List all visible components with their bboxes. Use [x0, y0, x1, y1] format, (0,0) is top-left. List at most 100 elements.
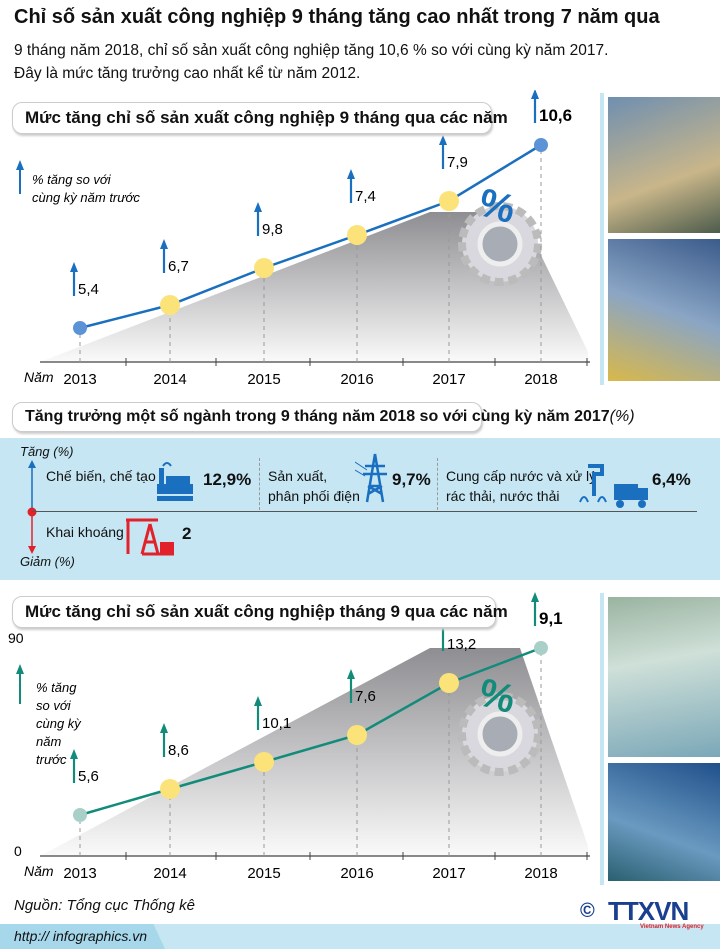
sector-mining-name: Khai khoáng	[46, 524, 124, 540]
subtitle-line-2: Đây là mức tăng trưởng cao nhất kể từ nă…	[14, 65, 361, 82]
data-label: 13,2	[447, 636, 476, 653]
divider	[259, 458, 260, 510]
sectors-title-unit: (%)	[609, 408, 635, 425]
x-tick-label: 2015	[247, 865, 280, 882]
y-axis-label-line: cùng kỳ	[36, 716, 82, 731]
x-tick-label: 2016	[340, 371, 373, 388]
up-arrow-head	[439, 135, 447, 145]
y-axis-label-line: cùng kỳ năm trước	[32, 190, 140, 205]
data-label: 9,8	[262, 221, 283, 238]
sector-electricity-name-2: phân phối điện	[268, 488, 360, 504]
data-label: 6,7	[168, 258, 189, 275]
y-axis-label-line: % tăng	[36, 680, 77, 695]
sectors-panel: Tăng (%) Giảm (%) Chế biến, chế tạo 12,9…	[0, 438, 720, 580]
sector-water-value: 6,4%	[652, 470, 691, 489]
power-tower-icon	[355, 453, 387, 503]
x-axis-label: Năm	[24, 863, 54, 879]
data-point	[254, 752, 274, 772]
sector-electricity-name-1: Sản xuất,	[268, 468, 328, 484]
x-tick-label: 2013	[63, 865, 96, 882]
copyright-icon: ©	[580, 900, 595, 922]
sector-manufacturing-value: 12,9%	[203, 470, 252, 489]
gear-hole	[477, 221, 523, 267]
chart-9-months: %Năm 20135,420146,720159,820167,420177,92…	[16, 90, 590, 388]
page-title: Chỉ số sản xuất công nghiệp 9 tháng tăng…	[14, 6, 660, 28]
photo-panel-top	[600, 93, 720, 385]
y-axis-label-line: so với	[36, 698, 72, 713]
data-point	[347, 725, 367, 745]
sector-electricity-value: 9,7%	[392, 470, 431, 489]
sector-mining-value: 2	[182, 524, 192, 543]
up-arrow-head	[531, 592, 539, 602]
chart-september-title: Mức tăng chỉ số sản xuất công nghiệp thá…	[12, 596, 508, 628]
data-point	[439, 673, 459, 693]
chart-9-months-title: Mức tăng chỉ số sản xuất công nghiệp 9 t…	[12, 102, 508, 134]
down-label: Giảm (%)	[20, 554, 75, 569]
data-point	[347, 225, 367, 245]
up-arrow-head	[347, 669, 355, 679]
up-label: Tăng (%)	[20, 444, 74, 459]
data-point	[534, 138, 548, 152]
sector-manufacturing-name: Chế biến, chế tạo	[46, 468, 156, 484]
photo-panel-bottom	[600, 593, 720, 885]
up-arrow-head	[254, 696, 262, 706]
data-point	[160, 295, 180, 315]
data-point	[254, 258, 274, 278]
chart-september: %Năm 20135,620148,6201510,120167,6201713,…	[8, 592, 590, 882]
ttxvn-logo: TTXVN	[608, 896, 689, 926]
mountain-shape	[40, 648, 588, 856]
up-arrow-head	[254, 202, 262, 212]
gear-hole	[477, 711, 523, 757]
x-tick-label: 2017	[432, 865, 465, 882]
up-arrow-head	[531, 90, 539, 99]
data-label: 7,9	[447, 154, 468, 171]
source-text: Nguồn: Tổng cục Thống kê	[14, 897, 195, 914]
x-tick-label: 2018	[524, 371, 557, 388]
y-tick-label: 0	[14, 843, 22, 859]
up-arrow-head	[70, 749, 78, 759]
data-point	[160, 779, 180, 799]
oil-pump-icon	[126, 518, 174, 556]
data-point	[534, 641, 548, 655]
data-label: 5,6	[78, 768, 99, 785]
factory-workers-photo	[608, 239, 720, 381]
factory-icon	[157, 462, 193, 501]
x-tick-label: 2016	[340, 865, 373, 882]
divider-line	[32, 511, 697, 512]
power-station-photo	[608, 97, 720, 233]
url-tab	[0, 924, 165, 949]
y-axis-label-line: trước	[36, 752, 67, 767]
mountain-shape	[40, 212, 588, 362]
data-point	[439, 191, 459, 211]
legend-arrow-head	[16, 160, 24, 170]
series-line	[79, 646, 542, 817]
ttxvn-logo-sub: Vietnam News Agency	[640, 924, 704, 930]
x-tick-label: 2017	[432, 371, 465, 388]
url-link[interactable]: http:// infographics.vn	[14, 928, 148, 944]
divider	[437, 458, 438, 510]
data-label: 10,1	[262, 715, 291, 732]
data-label: 10,6	[539, 106, 572, 125]
up-arrow-head	[160, 239, 168, 249]
water-truck-icon	[579, 464, 648, 508]
y-tick-label: 90	[8, 630, 24, 646]
x-axis-label: Năm	[24, 369, 54, 385]
x-tick-label: 2013	[63, 371, 96, 388]
y-axis-label-line: năm	[36, 734, 61, 749]
y-axis-label-line: % tăng so với	[32, 172, 112, 187]
sector-water-name-1: Cung cấp nước và xử lý	[446, 468, 597, 484]
seafood-workers-photo	[608, 763, 720, 881]
x-tick-label: 2014	[153, 371, 186, 388]
data-label: 8,6	[168, 742, 189, 759]
subtitle-line-1: 9 tháng năm 2018, chỉ số sản xuất công n…	[14, 42, 609, 59]
data-point	[73, 321, 87, 335]
data-point	[73, 808, 87, 822]
data-label: 7,4	[355, 188, 376, 205]
up-down-axis-icon	[27, 460, 37, 554]
up-arrow-head	[160, 723, 168, 733]
sectors-title-text: Tăng trưởng một số ngành trong 9 tháng n…	[25, 408, 610, 425]
up-arrow-head	[347, 169, 355, 179]
sectors-title: Tăng trưởng một số ngành trong 9 tháng n…	[12, 402, 635, 432]
data-label: 7,6	[355, 688, 376, 705]
food-processing-photo	[608, 597, 720, 757]
